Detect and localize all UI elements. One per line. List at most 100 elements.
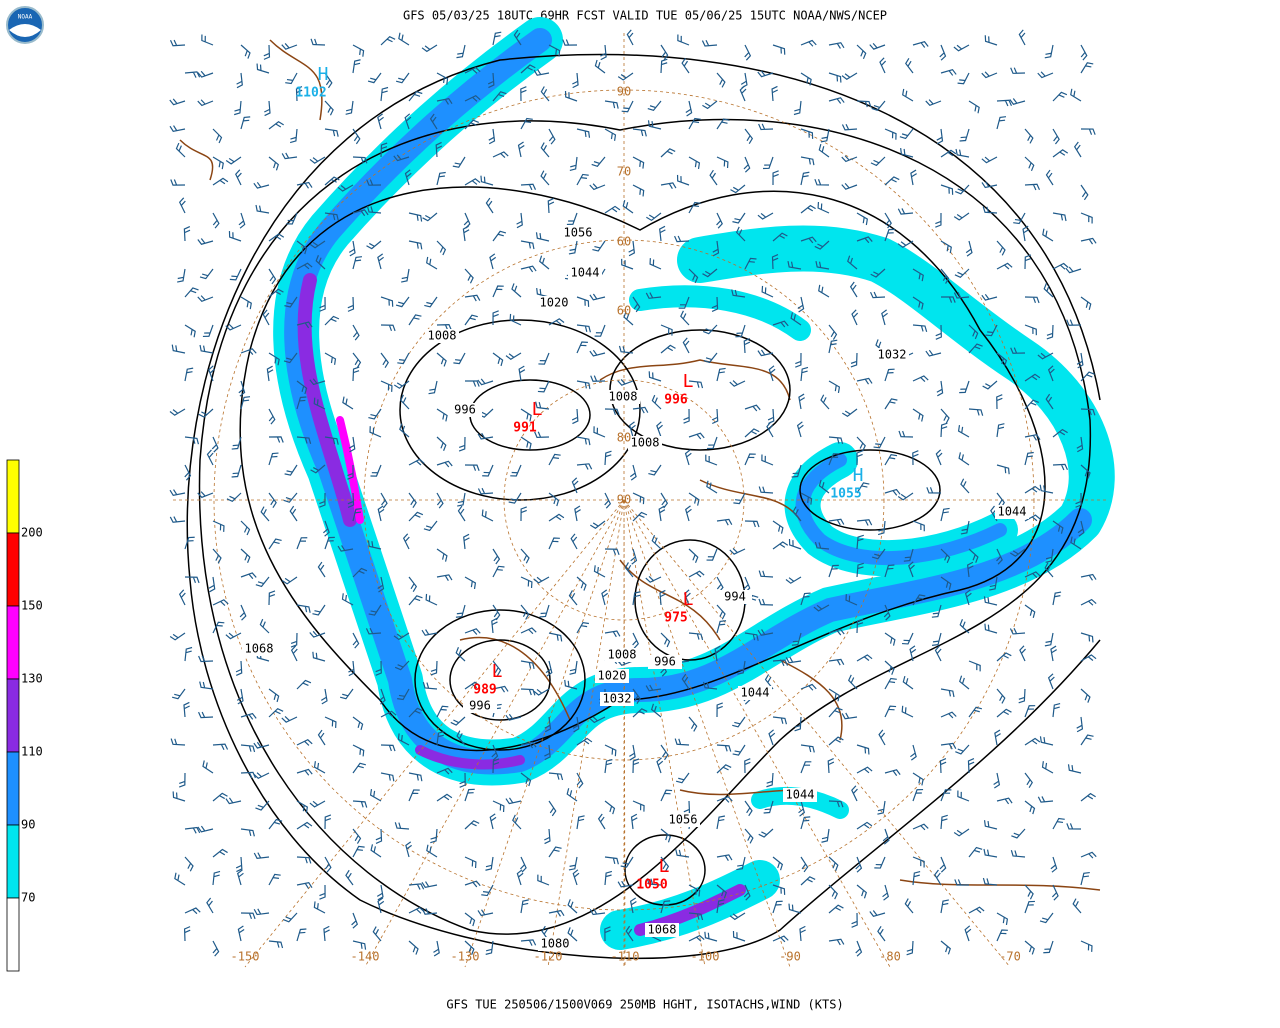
wind-barb	[851, 309, 859, 326]
wind-barb	[940, 408, 950, 424]
wind-barb	[395, 296, 410, 308]
wind-barb	[729, 547, 746, 555]
wind-barb	[1065, 266, 1082, 274]
wind-barb	[1070, 88, 1082, 102]
wind-barb	[731, 289, 746, 298]
wind-barb	[828, 800, 844, 808]
wind-barb	[647, 100, 662, 112]
wind-barb	[800, 236, 817, 244]
wind-barb	[172, 791, 186, 802]
wind-barb	[688, 548, 699, 563]
wind-barb	[348, 436, 356, 453]
wind-barb	[231, 464, 242, 478]
wind-barb	[996, 548, 1003, 565]
wind-barb	[903, 548, 914, 562]
wind-barb	[828, 658, 845, 666]
wind-barb	[604, 926, 611, 942]
wind-barb	[509, 313, 522, 326]
wind-barb	[856, 562, 864, 578]
wind-barb	[567, 899, 578, 914]
wind-barb	[240, 828, 255, 837]
wind-barb	[489, 813, 497, 830]
wind-barb	[871, 548, 886, 560]
wind-barb	[376, 884, 384, 901]
wind-barb	[758, 486, 774, 494]
wind-barb	[296, 181, 313, 189]
wind-barb	[683, 589, 691, 606]
wind-barb	[324, 100, 334, 116]
contour	[399, 319, 641, 501]
wind-barb	[732, 931, 746, 942]
wind-barb	[762, 156, 774, 170]
wind-barb	[589, 716, 606, 724]
wind-barb	[828, 628, 845, 636]
wind-barb	[674, 738, 690, 746]
wind-barb	[477, 487, 494, 495]
wind-barb	[1042, 228, 1054, 242]
wind-barb	[568, 856, 578, 871]
wind-barb	[628, 240, 636, 257]
wind-barb	[401, 268, 410, 283]
center-value: 1102	[295, 86, 326, 101]
wind-barb	[268, 688, 280, 703]
wind-barb	[240, 44, 251, 59]
wind-barb	[225, 323, 242, 331]
contour-label-bg	[561, 226, 595, 240]
contour-label: 1044	[786, 788, 815, 802]
wind-barb	[882, 884, 890, 901]
wind-barb	[630, 548, 638, 565]
wind-barb	[253, 772, 270, 780]
contour-label-bg	[666, 813, 700, 827]
wind-barb	[660, 344, 676, 354]
wind-barb	[785, 576, 802, 584]
wind-barb	[1076, 352, 1084, 369]
wind-barb	[1024, 884, 1034, 900]
wind-barb	[199, 344, 214, 354]
wind-barb	[828, 938, 845, 946]
wind-barb	[436, 492, 444, 509]
wind-barb	[380, 142, 388, 158]
contour-label: 994	[724, 590, 746, 604]
latitude-label: 70	[617, 165, 631, 179]
wind-barb	[520, 772, 532, 787]
wind-barb	[855, 940, 863, 957]
wind-barb	[369, 426, 382, 438]
wind-barb	[377, 505, 385, 522]
wind-barb	[421, 44, 438, 53]
wind-barb	[268, 268, 277, 285]
wind-barb	[352, 800, 368, 808]
caption: GFS TUE 250506/1500V069 250MB HGHT, ISOT…	[446, 998, 843, 1012]
wind-barb	[312, 651, 326, 662]
wind-barb	[688, 201, 701, 214]
wind-barb	[984, 35, 998, 46]
wind-barb	[436, 240, 447, 256]
wind-barb	[296, 321, 313, 329]
wind-barb	[380, 36, 396, 46]
wind-barb	[800, 128, 814, 139]
wind-barb	[1080, 871, 1090, 886]
wind-barb	[352, 845, 365, 858]
wind-barb	[398, 32, 410, 46]
wind-barb	[660, 148, 676, 158]
wind-barb	[800, 204, 816, 214]
wind-barb	[659, 225, 666, 242]
wind-barb	[268, 408, 276, 425]
wind-barb	[817, 201, 830, 214]
wind-barb	[732, 212, 746, 224]
wind-barb	[706, 480, 718, 494]
wind-barb	[646, 212, 662, 222]
wind-barb	[959, 380, 970, 394]
wind-barb	[912, 268, 924, 282]
wind-barb	[375, 660, 382, 676]
wind-barb	[768, 365, 776, 382]
wind-barb	[841, 712, 858, 720]
wind-barb	[982, 206, 998, 214]
wind-barb	[377, 113, 384, 130]
wind-barb	[174, 872, 186, 886]
wind-barb	[1080, 128, 1096, 135]
wind-barb	[955, 148, 970, 158]
contour-label-bg	[425, 329, 459, 343]
wind-barb	[225, 632, 242, 640]
wind-barb	[800, 816, 811, 830]
